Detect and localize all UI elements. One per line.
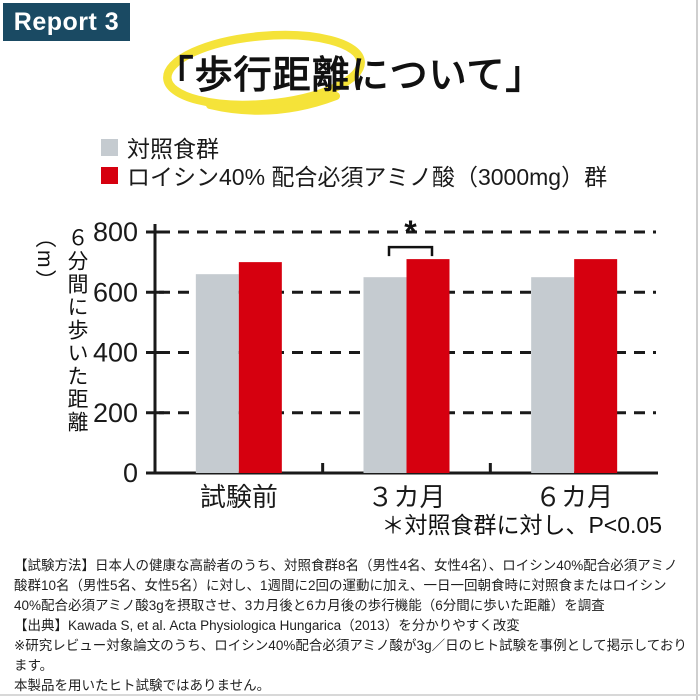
significance-bracket: [387, 245, 434, 257]
footnote-note2: 本製品を用いたヒト試験ではありません。: [14, 678, 271, 693]
y-tick-label-800: 800: [93, 217, 138, 247]
y-tick-label-600: 600: [93, 277, 138, 307]
legend-swatch-leucine: [101, 166, 118, 184]
footnote-source: 【出典】Kawada S, et al. Acta Physiologica H…: [14, 618, 520, 633]
page-edge-right: [696, 0, 698, 700]
bar-leucine-1: [406, 259, 450, 473]
significance-asterisk: *: [404, 214, 417, 250]
legend-label-leucine: ロイシン40% 配合必須アミノ酸（3000mg）群: [127, 164, 608, 190]
legend-item-leucine: ロイシン40% 配合必須アミノ酸（3000mg）群: [101, 164, 607, 190]
x-category-label-2: ６カ月: [535, 482, 613, 512]
bar-control-1: [363, 277, 407, 473]
page-title: 「歩行距離について」: [155, 55, 545, 97]
y-tick-label-200: 200: [93, 398, 138, 428]
bar-control-0: [195, 274, 239, 473]
legend-item-control: 対照食群: [101, 136, 607, 162]
chart-legend: 対照食群 ロイシン40% 配合必須アミノ酸（3000mg）群: [101, 136, 607, 190]
y-tick-label-0: 0: [123, 458, 138, 488]
report-badge-label: Report 3: [13, 7, 120, 36]
significance-note: ＊対照食群に対し、P<0.05: [381, 512, 662, 538]
bar-leucine-0: [238, 262, 282, 473]
footnote-method: 【試験方法】日本人の健康な高齢者のうち、対照食群8名（男性4名、女性4名）、ロイ…: [14, 558, 678, 613]
bar-leucine-2: [574, 259, 618, 473]
footnote-note1: ※研究レビュー対象論文のうち、ロイシン40%配合必須アミノ酸が3g／日のヒト試験…: [14, 638, 687, 673]
report-badge: Report 3: [3, 3, 130, 41]
x-category-label-0: 試験前: [200, 482, 278, 512]
x-category-label-1: ３カ月: [367, 482, 445, 512]
legend-swatch-control: [101, 138, 118, 156]
legend-label-control: 対照食群: [127, 136, 219, 162]
y-tick-label-400: 400: [93, 338, 138, 368]
footnotes: 【試験方法】日本人の健康な高齢者のうち、対照食群8名（男性4名、女性4名）、ロイ…: [14, 556, 690, 696]
bar-control-2: [531, 277, 575, 473]
title-highlight-ellipse: [163, 30, 365, 115]
y-axis-label: ６分間に歩いた距離（m）: [33, 227, 88, 434]
page-edge-bottom: [0, 694, 700, 696]
